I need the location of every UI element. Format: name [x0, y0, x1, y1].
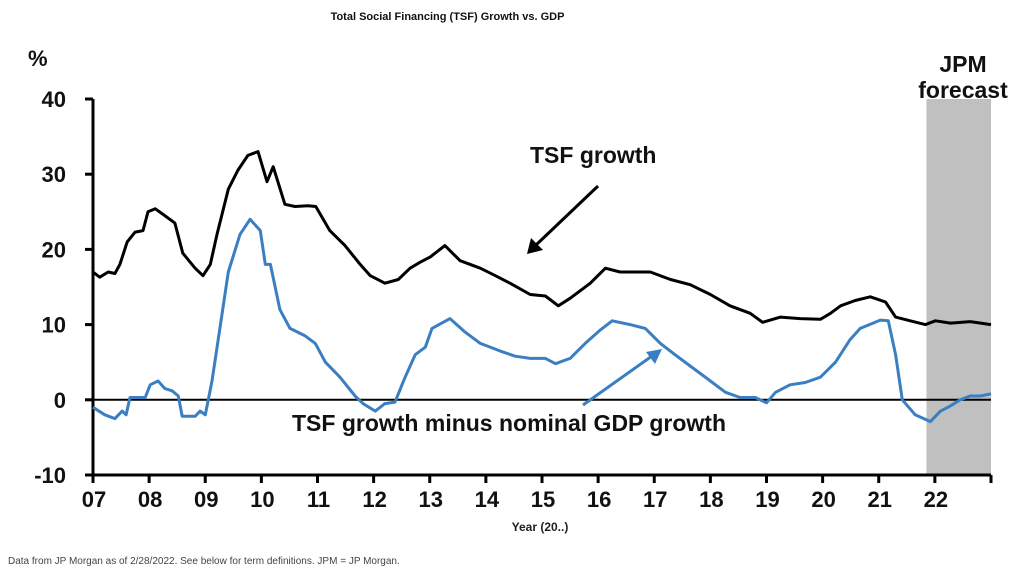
x-tick-label: 20 — [811, 487, 835, 512]
y-tick-label: -10 — [34, 463, 66, 488]
annotation-tsf-growth: TSF growth — [530, 142, 656, 168]
x-tick-label: 21 — [868, 487, 892, 512]
x-tick-label: 22 — [924, 487, 948, 512]
chart-title: Total Social Financing (TSF) Growth vs. … — [330, 11, 565, 23]
arrowhead-gdp-icon — [646, 349, 662, 364]
annotation-tsf-minus-gdp: TSF growth minus nominal GDP growth — [292, 410, 726, 436]
x-tick-label: 10 — [250, 487, 274, 512]
y-tick-label: 20 — [42, 237, 66, 262]
forecast-region — [926, 99, 991, 475]
y-tick-label: 40 — [42, 87, 66, 112]
x-tick-label: 17 — [643, 487, 667, 512]
y-axis-label: % — [28, 46, 48, 71]
forecast-label-line1: JPM — [939, 51, 986, 77]
x-tick-label: 13 — [419, 487, 443, 512]
x-tick-label: 14 — [475, 487, 500, 512]
x-tick-label: 12 — [362, 487, 386, 512]
annotation-arrow-gdp — [582, 354, 653, 407]
y-tick-label: 10 — [42, 313, 66, 338]
x-tick-label: 16 — [587, 487, 611, 512]
x-tick-label: 07 — [82, 487, 106, 512]
y-tick-label: 30 — [42, 162, 66, 187]
arrowhead-tsf-icon — [527, 238, 543, 254]
x-tick-label: 15 — [531, 487, 555, 512]
x-tick-label: 08 — [138, 487, 162, 512]
series-line-tsf-minus-gdp — [92, 217, 992, 424]
x-tick-label: 09 — [194, 487, 218, 512]
x-tick-label: 19 — [755, 487, 779, 512]
footer-note: Data from JP Morgan as of 2/28/2022. See… — [8, 556, 400, 567]
x-tick-label: 18 — [699, 487, 723, 512]
x-tick-label: 11 — [307, 487, 330, 512]
annotation-arrow-tsf — [534, 184, 600, 247]
y-tick-label: 0 — [54, 388, 66, 413]
series-line-tsf-growth — [92, 150, 992, 327]
x-axis-label: Year (20..) — [512, 520, 569, 534]
forecast-label-line2: forecast — [918, 77, 1008, 103]
